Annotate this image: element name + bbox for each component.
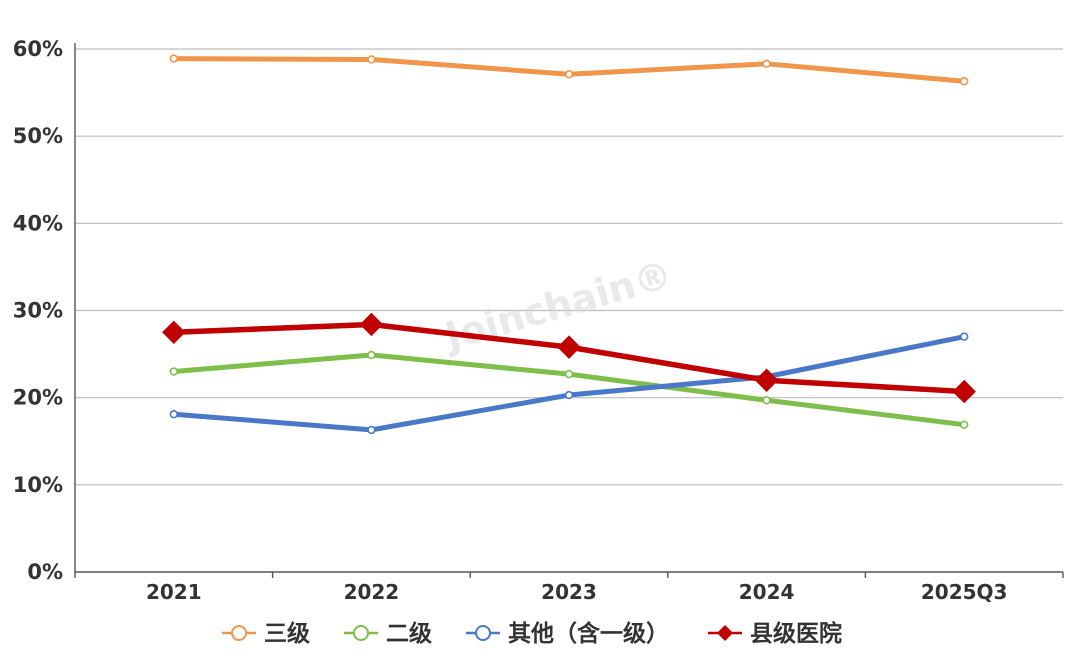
series-2 — [169, 350, 969, 429]
data-point — [959, 332, 969, 341]
x-tick-label: 2022 — [344, 580, 400, 604]
grid-lines — [75, 48, 1063, 486]
data-point — [564, 70, 574, 79]
x-tick-label: 2024 — [739, 580, 795, 604]
series-4 — [162, 312, 976, 404]
data-point — [367, 55, 376, 64]
data-point — [564, 390, 574, 400]
data-point — [367, 350, 376, 360]
x-tick-label: 2025Q3 — [921, 580, 1008, 604]
y-tick-label: 30% — [13, 299, 63, 323]
y-tick-label: 40% — [13, 211, 63, 235]
data-point — [359, 312, 384, 337]
y-tick-label: 60% — [13, 37, 63, 61]
data-point — [952, 379, 976, 404]
data-point — [754, 368, 779, 392]
legend-item-1[interactable]: 三级 — [222, 620, 310, 647]
y-tick-label: 50% — [13, 124, 63, 148]
data-point — [367, 425, 376, 435]
legend-label: 其他（含一级） — [508, 620, 669, 647]
data-point — [959, 77, 969, 86]
legend-circle-icon — [475, 625, 491, 641]
data-point — [162, 320, 186, 344]
data-point — [169, 367, 179, 376]
legend-circle-icon — [231, 625, 247, 641]
series-line — [171, 352, 967, 428]
data-point — [169, 410, 179, 419]
y-tick-label: 10% — [13, 473, 63, 497]
legend-item-2[interactable]: 二级 — [344, 620, 432, 647]
data-point — [557, 335, 581, 359]
data-point — [762, 396, 771, 405]
series-lines — [162, 54, 976, 435]
x-tick-label: 2021 — [146, 580, 202, 604]
y-tick-label: 0% — [27, 560, 63, 584]
legend-item-4[interactable]: 县级医院 — [708, 620, 842, 647]
legend-circle-icon — [353, 625, 369, 641]
legend: 三级 二级 其他（含一级） 县级医院 — [222, 620, 842, 647]
data-point — [169, 54, 179, 63]
legend-diamond-icon — [717, 625, 733, 641]
axes: 0% 10% 20% 30% 40% 50% 60% 2021 2022 2023 2024 2025… — [13, 37, 1064, 604]
legend-label: 三级 — [264, 620, 310, 647]
data-point — [762, 59, 771, 69]
data-point — [564, 369, 574, 379]
legend-label: 二级 — [386, 620, 432, 647]
series-1 — [169, 54, 969, 86]
legend-label: 县级医院 — [750, 620, 842, 647]
legend-item-3[interactable]: 其他（含一级） — [466, 620, 669, 647]
data-point — [959, 420, 969, 429]
x-tick-label: 2023 — [541, 580, 597, 604]
y-tick-label: 20% — [13, 386, 63, 410]
